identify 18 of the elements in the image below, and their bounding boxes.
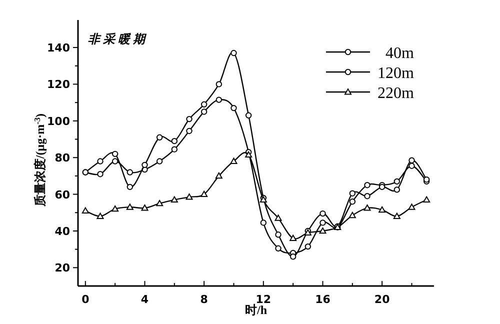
y-tick-label: 20 [54,262,70,275]
y-tick-label: 80 [54,152,70,165]
x-axis-title: 时/h [244,303,268,317]
x-tick-label: 4 [140,293,149,306]
y-tick-label: 100 [47,114,70,128]
y-tick-label: 120 [47,78,70,92]
x-tick-label: 20 [374,293,390,306]
y-tick-label: 40 [54,224,70,238]
x-tick-label: 0 [82,293,90,306]
legend-label: 40m [386,45,415,62]
y-tick-label: 140 [47,42,70,55]
text: 非采暖期 [88,32,148,46]
y-tick-label: 60 [54,188,70,202]
legend-label: 220m [378,85,415,102]
x-tick-label: 12 [256,293,272,306]
x-tick-label: 8 [200,293,208,306]
x-tick-label: 16 [315,293,331,306]
legend-label: 120m [378,65,415,82]
